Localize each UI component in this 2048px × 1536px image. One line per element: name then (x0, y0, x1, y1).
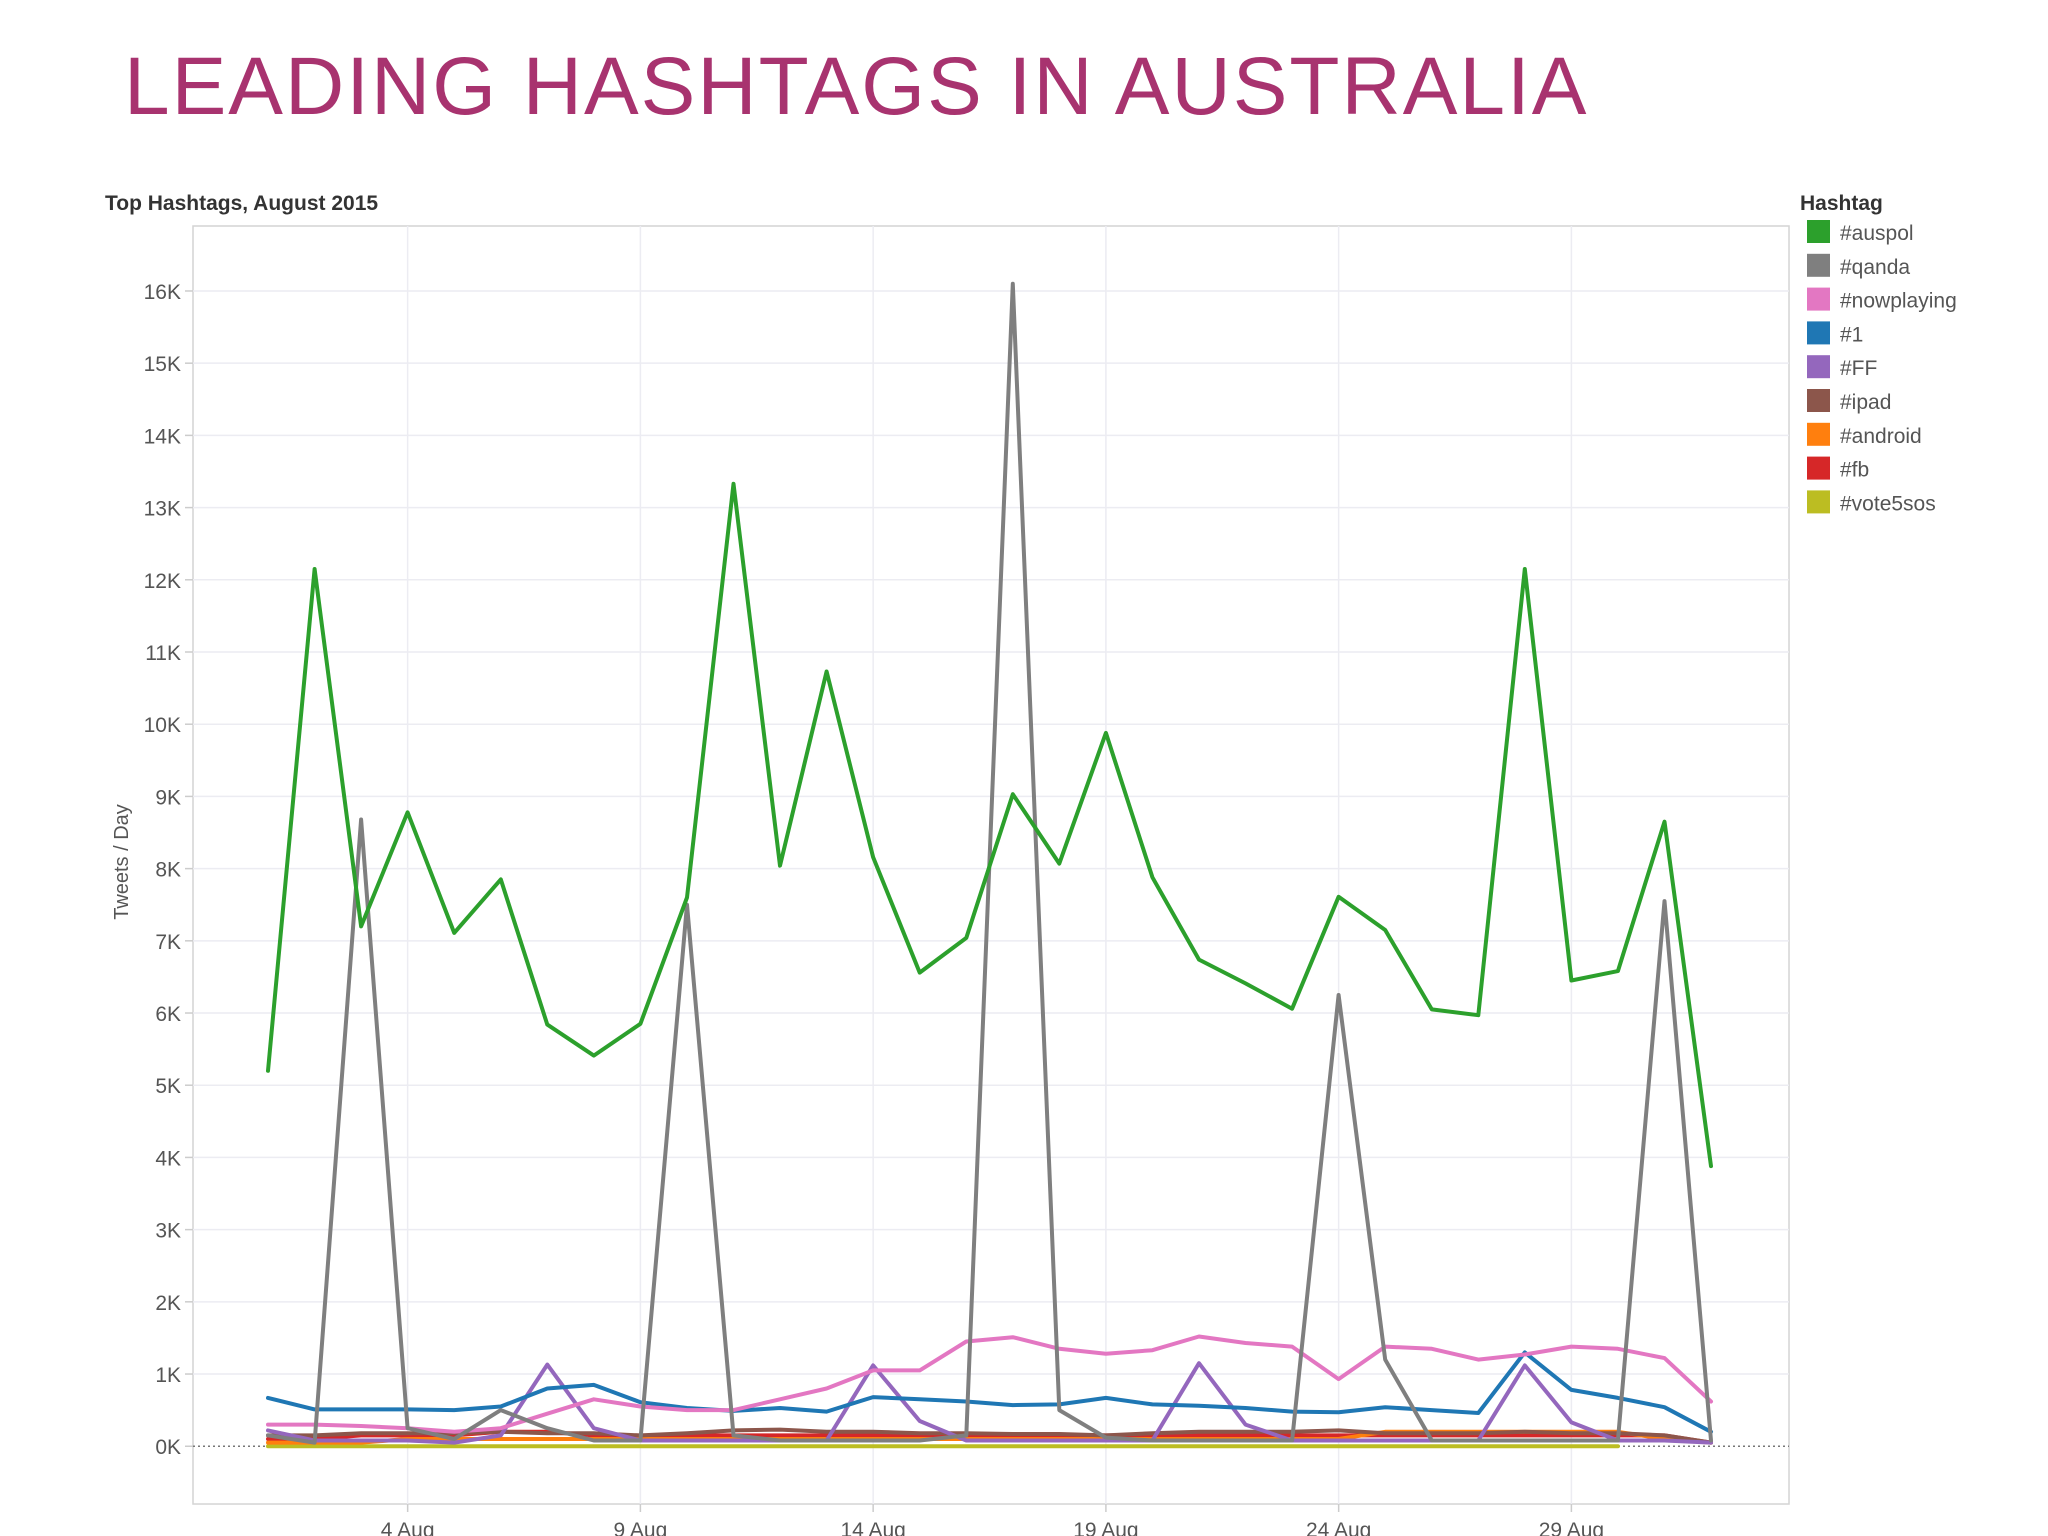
y-axis-ticks: 16K 15K 14K 13K 12K 11K 10K 9K 8K 7K 6K 5K 4K 3K 2K 1K 0… (144, 281, 193, 1459)
legend-item: #ipad (1807, 389, 1891, 414)
y-tick-label: 12K (144, 570, 181, 593)
legend-swatch (1807, 321, 1830, 345)
x-tick-label: 9 Aug (614, 1519, 668, 1536)
legend-swatch (1807, 253, 1830, 277)
legend-item: #vote5sos (1807, 490, 1936, 515)
y-tick-label: 2K (155, 1292, 181, 1315)
y-tick-label: 9K (155, 786, 181, 809)
legend-swatch (1807, 220, 1830, 243)
y-tick-label: 10K (144, 714, 181, 737)
legend-label: #android (1840, 425, 1922, 448)
series-line-nowplaying (266, 1334, 1713, 1434)
legend-title: Hashtag (1800, 192, 1883, 215)
y-tick-label: 14K (144, 425, 181, 448)
legend-swatch (1807, 490, 1830, 514)
x-tick-label: 24 Aug (1306, 1519, 1371, 1536)
x-tick-label: 29 Aug (1539, 1519, 1604, 1536)
legend-item: #qanda (1807, 253, 1910, 279)
legend-swatch (1807, 422, 1830, 446)
y-tick-label: 7K (155, 931, 181, 954)
x-gridlines (406, 226, 1573, 1504)
legend-label: #nowplaying (1840, 290, 1957, 313)
y-tick-label: 8K (155, 859, 181, 882)
legend-label: #vote5sos (1840, 492, 1936, 515)
legend-item: #fb (1807, 456, 1869, 482)
series-line-1 (266, 1350, 1713, 1434)
legend-item: #android (1807, 422, 1922, 448)
y-tick-label: 3K (155, 1220, 181, 1243)
y-tick-label: 5K (155, 1075, 181, 1098)
legend-label: #ipad (1840, 391, 1891, 414)
legend-label: #qanda (1840, 256, 1910, 279)
x-axis-ticks: 4 Aug 9 Aug 14 Aug 19 Aug 24 Aug 29 Aug (381, 1504, 1604, 1536)
legend: Hashtag #auspol #qanda #nowplaying #1 #FF #ip… (1800, 192, 1957, 515)
y-tick-label: 1K (155, 1364, 181, 1387)
y-tick-label: 0K (155, 1436, 181, 1459)
legend-swatch (1807, 389, 1830, 412)
series-line-ipad (266, 1427, 1713, 1445)
y-tick-label: 11K (145, 642, 181, 665)
series-line-auspol (266, 481, 1713, 1169)
x-tick-label: 14 Aug (840, 1519, 905, 1536)
legend-item: #auspol (1807, 220, 1914, 245)
legend-swatch (1807, 456, 1830, 480)
legend-label: #fb (1840, 459, 1869, 482)
y-tick-label: 4K (155, 1147, 181, 1170)
legend-item: #FF (1807, 355, 1877, 380)
legend-label: #auspol (1840, 222, 1914, 245)
series-lines (266, 281, 1713, 1449)
y-tick-label: 16K (144, 281, 181, 304)
legend-item: #nowplaying (1807, 287, 1957, 313)
y-axis-label: Tweets / Day (111, 804, 133, 920)
page-title: LEADING HASHTAGS IN AUSTRALIA (124, 41, 1589, 132)
y-tick-label: 15K (144, 353, 181, 376)
x-tick-label: 4 Aug (381, 1519, 435, 1536)
legend-swatch (1807, 287, 1830, 311)
legend-label: #FF (1840, 357, 1877, 380)
x-tick-label: 19 Aug (1073, 1519, 1138, 1536)
chart-title: Top Hashtags, August 2015 (105, 192, 378, 215)
legend-label: #1 (1840, 323, 1863, 346)
y-tick-label: 6K (155, 1003, 181, 1026)
y-tick-label: 13K (144, 498, 181, 521)
legend-swatch (1807, 355, 1830, 379)
legend-item: #1 (1807, 321, 1863, 346)
legend-items: #auspol #qanda #nowplaying #1 #FF #ipad #andro… (1807, 220, 1957, 515)
